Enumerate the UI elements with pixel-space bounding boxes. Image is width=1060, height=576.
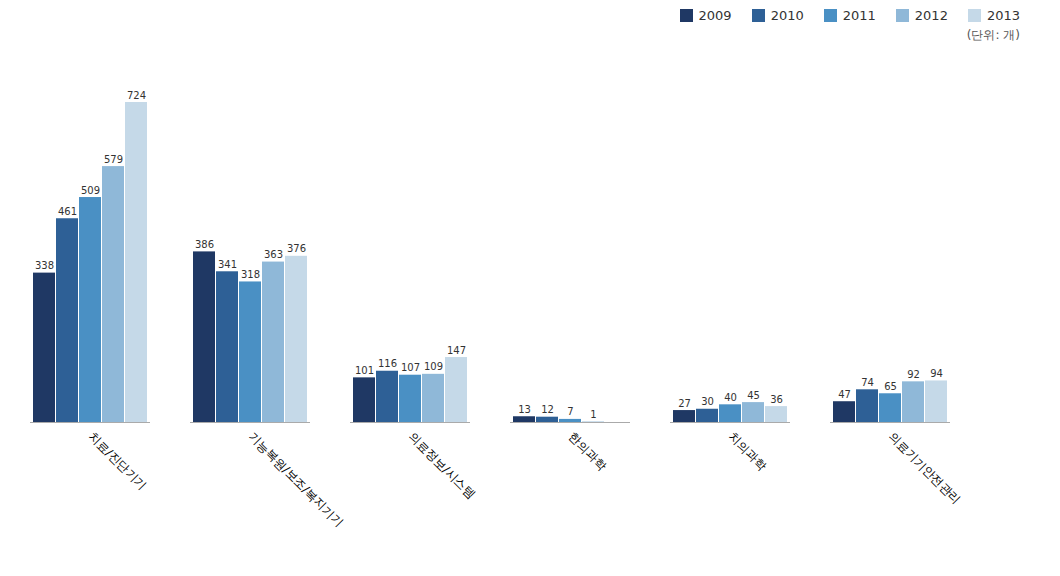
svg-text:107: 107 xyxy=(401,362,420,373)
svg-text:치료/진단기기: 치료/진단기기 xyxy=(86,429,150,493)
html-text:2012: 2012 xyxy=(914,8,948,23)
html-text:2013: 2013 xyxy=(986,8,1020,23)
svg-text:기능복원/보조/복지기기: 기능복원/보조/복지기기 xyxy=(246,429,346,529)
svg-text:40: 40 xyxy=(724,392,737,403)
html-text:(단위: 개): (단위: 개) xyxy=(966,28,1020,42)
svg-text:461: 461 xyxy=(58,206,77,217)
svg-text:36: 36 xyxy=(770,394,783,405)
svg-text:30: 30 xyxy=(701,396,714,407)
svg-text:74: 74 xyxy=(861,377,874,388)
svg-text:338: 338 xyxy=(35,260,54,271)
svg-text:94: 94 xyxy=(930,368,943,379)
svg-text:27: 27 xyxy=(678,398,691,409)
svg-text:의료정보/시스템: 의료정보/시스템 xyxy=(406,429,478,501)
svg-text:92: 92 xyxy=(907,369,920,380)
svg-text:376: 376 xyxy=(287,243,306,254)
svg-text:724: 724 xyxy=(127,90,146,101)
svg-text:13: 13 xyxy=(518,404,531,415)
svg-text:318: 318 xyxy=(241,269,260,280)
html-text:2011: 2011 xyxy=(842,8,876,23)
svg-text:579: 579 xyxy=(104,154,123,165)
svg-text:한의과학: 한의과학 xyxy=(566,429,610,473)
svg-text:341: 341 xyxy=(218,259,237,270)
svg-text:109: 109 xyxy=(424,361,443,372)
svg-text:65: 65 xyxy=(884,381,897,392)
svg-text:의료기기안전관리: 의료기기안전관리 xyxy=(886,429,964,507)
svg-text:47: 47 xyxy=(838,389,851,400)
svg-text:12: 12 xyxy=(541,404,554,415)
svg-text:101: 101 xyxy=(355,365,374,376)
html-text:2010: 2010 xyxy=(770,8,804,23)
svg-text:363: 363 xyxy=(264,249,283,260)
html-text:2009: 2009 xyxy=(698,8,732,23)
svg-text:45: 45 xyxy=(747,390,760,401)
svg-text:치의과학: 치의과학 xyxy=(726,429,770,473)
svg-text:509: 509 xyxy=(81,185,100,196)
svg-text:1: 1 xyxy=(590,409,596,420)
svg-text:147: 147 xyxy=(447,345,466,356)
svg-text:116: 116 xyxy=(378,358,397,369)
svg-text:386: 386 xyxy=(195,239,214,250)
svg-text:7: 7 xyxy=(567,406,573,417)
